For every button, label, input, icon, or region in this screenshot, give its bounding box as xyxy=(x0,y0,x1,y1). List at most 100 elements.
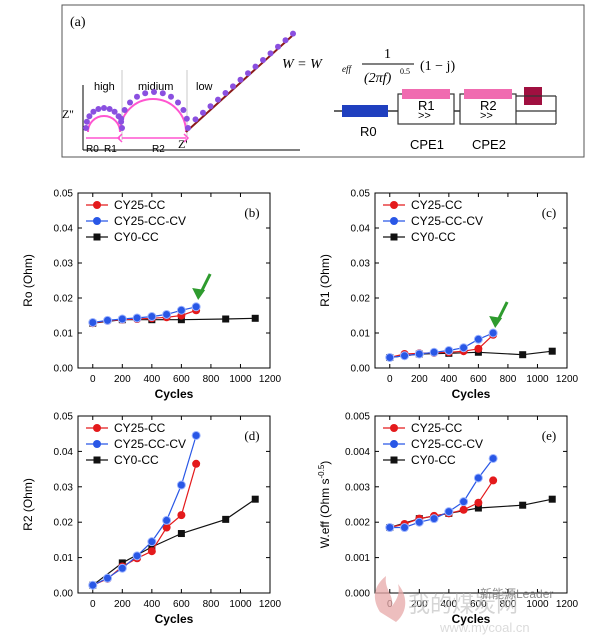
nyquist-point xyxy=(245,70,251,77)
panel-a: (a) Z'' Z' high midium low R0 R1 R2 W = … xyxy=(61,4,585,158)
y-tick-label: 0.02 xyxy=(54,518,74,529)
y-tick-label: 0.04 xyxy=(54,447,74,458)
legend-marker xyxy=(93,440,101,448)
legend-marker xyxy=(93,201,101,209)
y-tick-label: 0.05 xyxy=(54,412,74,423)
watermark: 我的煤炭网 新能源Leader www.mycoal.cn xyxy=(374,576,553,635)
region-midium: midium xyxy=(138,81,173,93)
x-tick-label: 0 xyxy=(90,374,96,385)
warburg-fit-line xyxy=(185,35,293,133)
legend-label: CY25-CC-CV xyxy=(411,214,483,228)
data-point xyxy=(88,318,98,327)
watermark-logo-text: 新能源Leader xyxy=(480,586,553,601)
y-tick-label: 0.05 xyxy=(351,189,371,200)
y-axis-label: Ro (Ohm) xyxy=(21,254,35,307)
data-point xyxy=(177,530,185,538)
nyquist-point xyxy=(183,115,190,122)
circuit-r2: R2 xyxy=(480,98,497,113)
r2-label: R2 xyxy=(152,144,165,155)
panel-label: (e) xyxy=(542,428,556,443)
formula-den: (2πf) xyxy=(364,71,392,86)
legend-marker xyxy=(390,456,398,464)
y-tick-label: 0.00 xyxy=(351,364,371,375)
legend-marker xyxy=(93,217,101,225)
x-tick-label: 400 xyxy=(441,374,458,385)
x-axis-label: Cycles xyxy=(452,612,491,626)
x-tick-label: 1000 xyxy=(526,374,549,385)
data-point xyxy=(222,515,230,523)
r0-label: R0 xyxy=(86,144,99,155)
data-point xyxy=(474,504,482,512)
warburg-formula: W = W eff 1 (2πf) 0.5 (1 − j) xyxy=(282,47,455,86)
x-tick-label: 1200 xyxy=(259,374,282,385)
r0-box xyxy=(342,105,388,117)
nyquist-point xyxy=(200,109,206,116)
r1-label: R1 xyxy=(104,144,117,155)
nyquist-point xyxy=(192,116,199,123)
y-tick-label: 0.005 xyxy=(345,412,370,423)
data-point xyxy=(414,349,424,359)
y-tick-label: 0.00 xyxy=(54,589,74,600)
y-tick-label: 0.03 xyxy=(54,259,74,270)
data-point xyxy=(444,346,454,355)
data-point xyxy=(385,353,395,362)
data-point xyxy=(148,543,156,551)
nyquist-point xyxy=(237,76,244,83)
data-point xyxy=(222,315,230,323)
data-point xyxy=(251,314,259,322)
legend-label: CY25-CC-CV xyxy=(411,437,483,451)
x-tick-label: 400 xyxy=(144,374,161,385)
data-point xyxy=(473,334,483,344)
data-point xyxy=(147,312,157,322)
green-arrowhead xyxy=(489,316,503,328)
nyquist-point xyxy=(106,106,113,112)
y-tick-label: 0.02 xyxy=(54,294,74,305)
nyquist-point xyxy=(111,108,118,115)
chart-panel: 0 200 400 600 800 1000 1200 0.00 0.01 0.02 0.03 0.0… xyxy=(318,189,579,402)
y-axis-label: R2 (Ohm) xyxy=(21,478,35,531)
y-tick-label: 0.00 xyxy=(54,364,74,375)
legend-label: CY25-CC xyxy=(114,198,166,212)
plot-frame xyxy=(374,192,568,369)
nyquist-point xyxy=(142,90,149,97)
legend-label: CY25-CC xyxy=(114,421,166,435)
legend-marker xyxy=(93,424,101,432)
legend-label: CY0-CC xyxy=(114,453,159,467)
nyquist-point xyxy=(290,30,296,37)
x-tick-label: 1200 xyxy=(556,374,579,385)
data-point xyxy=(489,476,498,485)
y-tick-label: 0.002 xyxy=(345,518,370,529)
legend-marker xyxy=(93,456,101,464)
data-point xyxy=(385,523,395,533)
circuit-cpe1: CPE1 xyxy=(410,137,444,152)
charts: 0 200 400 600 800 1000 1200 0.00 0.01 0.02 0.03 0.0… xyxy=(21,189,579,627)
data-point xyxy=(251,495,259,503)
chart-panel: 0 200 400 600 800 1000 1200 0.00 0.01 0.02 0.03 0.0… xyxy=(21,189,282,402)
y-tick-label: 0.01 xyxy=(54,329,74,340)
legend-label: CY0-CC xyxy=(411,230,456,244)
legend-label: CY25-CC xyxy=(411,198,463,212)
nyquist-x-label: Z' xyxy=(178,137,188,151)
data-point xyxy=(459,343,469,353)
panel-label: (c) xyxy=(542,205,556,220)
data-point xyxy=(191,302,201,312)
data-point xyxy=(400,523,410,533)
fit-arc-1 xyxy=(87,115,121,133)
nyquist-point xyxy=(119,125,125,131)
x-tick-label: 800 xyxy=(203,599,220,610)
chart-panel: 0 200 400 600 800 1000 1200 0.00 0.01 0.02 0.03 0.0… xyxy=(21,412,282,627)
watermark-url: www.mycoal.cn xyxy=(439,620,530,635)
nyquist-point xyxy=(95,106,102,112)
data-point xyxy=(117,314,127,324)
plot-frame xyxy=(374,415,568,594)
y-tick-label: 0.001 xyxy=(345,553,370,564)
data-point xyxy=(548,347,556,355)
data-point xyxy=(162,515,172,525)
nyquist-point xyxy=(118,115,125,122)
y-tick-label: 0.04 xyxy=(54,224,74,235)
data-point xyxy=(444,507,454,517)
legend-marker xyxy=(390,217,398,225)
x-tick-label: 1200 xyxy=(259,599,282,610)
nyquist-point xyxy=(83,125,89,131)
nyquist-point xyxy=(275,43,281,50)
